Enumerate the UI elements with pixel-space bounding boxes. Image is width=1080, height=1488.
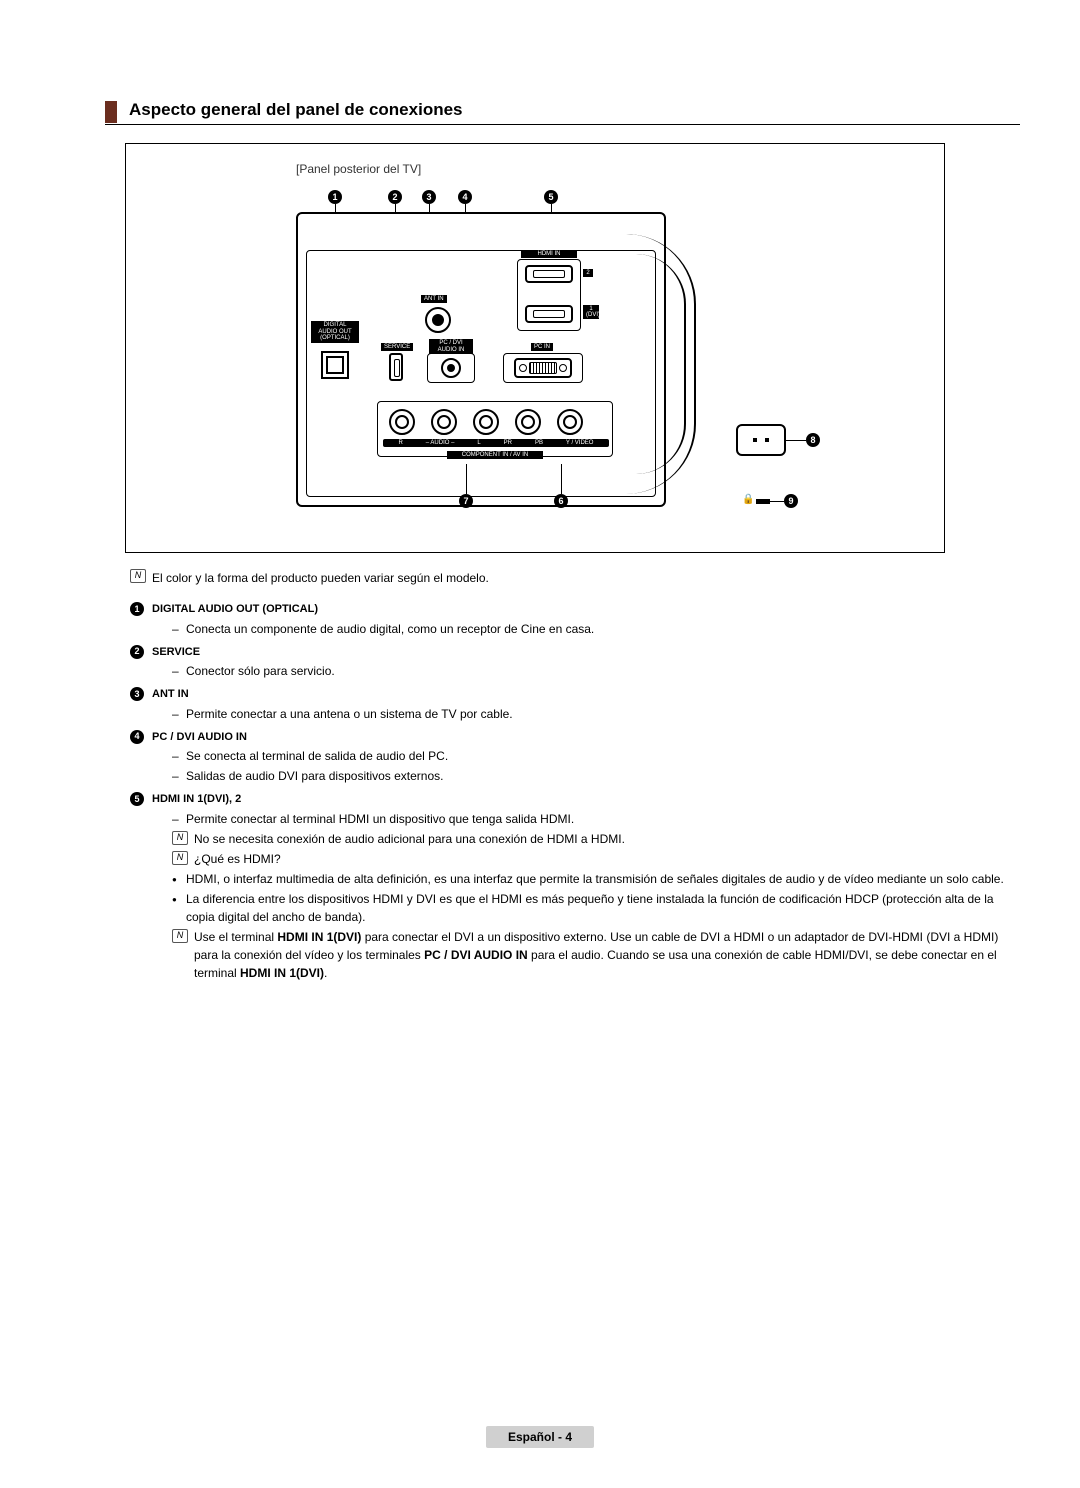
callout-1: 1 — [328, 190, 342, 204]
note-icon: N — [172, 851, 188, 865]
pcdvi-label: PC / DVIAUDIO IN — [429, 339, 473, 354]
kensington-slot — [756, 499, 770, 504]
rca-pr — [473, 409, 499, 435]
lead-line — [770, 501, 784, 502]
cable-curve-inner — [636, 254, 686, 474]
rca-strip: R– AUDIO –LPRPBY / VIDEO — [383, 439, 609, 447]
section-header: Aspecto general del panel de conexiones — [105, 100, 1020, 125]
item-line: Permite conectar a una antena o un siste… — [172, 705, 1020, 723]
note-icon: N — [172, 831, 188, 845]
item-sublist: Conector sólo para servicio. — [172, 662, 1020, 680]
item-line: N ¿Qué es HDMI? — [172, 850, 1020, 868]
lock-connector — [736, 424, 786, 456]
note-text: ¿Qué es HDMI? — [194, 850, 281, 868]
list-item: 1 DIGITAL AUDIO OUT (OPTICAL) Conecta un c… — [130, 601, 1020, 638]
callout-5: 5 — [544, 190, 558, 204]
rca-r — [389, 409, 415, 435]
lead-line — [786, 440, 806, 441]
item-line: Conecta un componente de audio digital, … — [172, 620, 1020, 638]
item-number: 4 — [130, 730, 144, 744]
kensington-lock-icon: 🔒 — [742, 494, 754, 505]
callout-7: 7 — [459, 494, 473, 508]
service-port — [389, 353, 403, 381]
panel-inner: HDMI IN 2 1(DVI) ANT IN DIGITALAUDIO OUT… — [306, 250, 656, 497]
note-text: Use el terminal HDMI IN 1(DVI) para cone… — [194, 928, 1020, 982]
section-title: Aspecto general del panel de conexiones — [129, 100, 463, 124]
item-heading: 3 ANT IN — [130, 686, 1020, 703]
item-title: HDMI IN 1(DVI), 2 — [152, 791, 241, 808]
rca-y — [557, 409, 583, 435]
hdmi2-port — [525, 265, 573, 283]
footer-text: Español - 4 — [508, 1430, 572, 1444]
list-item: 4 PC / DVI AUDIO INSe conecta al terminal… — [130, 729, 1020, 786]
callout-3: 3 — [422, 190, 436, 204]
item-line: HDMI, o interfaz multimedia de alta defi… — [172, 870, 1020, 888]
item-heading: 5 HDMI IN 1(DVI), 2 — [130, 791, 1020, 808]
accent-bar — [105, 101, 117, 123]
item-sublist: Permite conectar a una antena o un siste… — [172, 705, 1020, 723]
callout-8: 8 — [806, 433, 820, 447]
item-line: N Use el terminal HDMI IN 1(DVI) para con… — [172, 928, 1020, 982]
item-line: Conector sólo para servicio. — [172, 662, 1020, 680]
page-footer: Español - 4 — [486, 1426, 594, 1448]
item-title: SERVICE — [152, 644, 200, 661]
item-number: 2 — [130, 645, 144, 659]
item-line: La diferencia entre los dispositivos HDM… — [172, 890, 1020, 926]
item-heading: 2 SERVICE — [130, 644, 1020, 661]
rca-row — [389, 409, 583, 435]
antin-label: ANT IN — [421, 295, 447, 303]
item-title: ANT IN — [152, 686, 189, 703]
pcdvi-jack — [441, 358, 461, 378]
note-icon: N — [172, 929, 188, 943]
item-sublist: Permite conectar al terminal HDMI un dis… — [172, 810, 1020, 982]
lead-line — [466, 464, 467, 494]
item-number: 1 — [130, 602, 144, 616]
tv-back-panel: HDMI IN 2 1(DVI) ANT IN DIGITALAUDIO OUT… — [296, 212, 666, 507]
hdmi2-num: 2 — [583, 269, 593, 277]
item-title: PC / DVI AUDIO IN — [152, 729, 247, 746]
hdmi1-port — [525, 305, 573, 323]
ant-port — [425, 307, 451, 333]
global-note: N El color y la forma del producto puede… — [130, 569, 1020, 587]
rca-pb — [515, 409, 541, 435]
hdmi-in-label: HDMI IN — [521, 250, 577, 258]
item-line: Permite conectar al terminal HDMI un dis… — [172, 810, 1020, 828]
item-number: 5 — [130, 792, 144, 806]
callout-6: 6 — [554, 494, 568, 508]
pcin-label: PC IN — [531, 343, 553, 351]
note-text: No se necesita conexión de audio adicion… — [194, 830, 625, 848]
rca-l — [431, 409, 457, 435]
vga-port — [514, 358, 572, 378]
item-sublist: Conecta un componente de audio digital, … — [172, 620, 1020, 638]
item-title: DIGITAL AUDIO OUT (OPTICAL) — [152, 601, 318, 618]
service-label: SERVICE — [381, 343, 413, 351]
optical-port — [321, 351, 349, 379]
hdmi1-num: 1(DVI) — [583, 305, 599, 319]
callout-9: 9 — [784, 494, 798, 508]
diagram-frame: [Panel posterior del TV] 1 2 3 4 5 HDMI … — [125, 143, 945, 553]
list-item: 2 SERVICEConector sólo para servicio. — [130, 644, 1020, 681]
item-heading: 1 DIGITAL AUDIO OUT (OPTICAL) — [130, 601, 1020, 618]
item-line: N No se necesita conexión de audio adicio… — [172, 830, 1020, 848]
panel-caption: [Panel posterior del TV] — [296, 162, 421, 176]
note-icon: N — [130, 569, 146, 583]
optical-label: DIGITALAUDIO OUT(OPTICAL) — [311, 321, 359, 343]
item-line: Salidas de audio DVI para dispositivos e… — [172, 767, 1020, 785]
content-body: N El color y la forma del producto puede… — [130, 569, 1020, 982]
item-line: Se conecta al terminal de salida de audi… — [172, 747, 1020, 765]
item-heading: 4 PC / DVI AUDIO IN — [130, 729, 1020, 746]
list-item: 5 HDMI IN 1(DVI), 2 Permite conectar al te… — [130, 791, 1020, 982]
component-label: COMPONENT IN / AV IN — [447, 451, 543, 459]
list-item: 3 ANT IN Permite conectar a una antena o u… — [130, 686, 1020, 723]
item-sublist: Se conecta al terminal de salida de audi… — [172, 747, 1020, 785]
callout-2: 2 — [388, 190, 402, 204]
callout-4: 4 — [458, 190, 472, 204]
item-number: 3 — [130, 687, 144, 701]
global-note-text: El color y la forma del producto pueden … — [152, 569, 489, 587]
lead-line — [561, 464, 562, 494]
